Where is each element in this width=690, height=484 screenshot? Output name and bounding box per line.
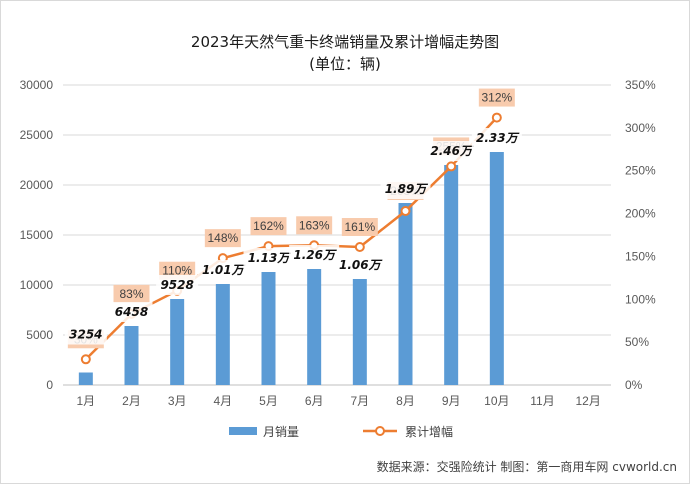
bar bbox=[261, 272, 276, 385]
line-point bbox=[354, 242, 365, 252]
x-tick-label: 7月 bbox=[350, 394, 369, 408]
bar bbox=[398, 203, 413, 385]
right-tick-label: 350% bbox=[625, 78, 656, 92]
x-tick-label: 4月 bbox=[213, 394, 232, 408]
pct-label: 83% bbox=[119, 287, 143, 301]
value-label-box bbox=[471, 128, 522, 148]
legend-swatch-bar bbox=[229, 427, 257, 435]
left-tick-label: 25000 bbox=[20, 128, 54, 142]
line-point bbox=[446, 161, 457, 172]
pct-label-box bbox=[296, 216, 333, 235]
bar bbox=[170, 299, 185, 385]
bar bbox=[78, 372, 93, 385]
value-label: 2.33万 bbox=[476, 131, 520, 145]
x-tick-label: 9月 bbox=[442, 394, 461, 408]
legend: 月销量 累计增幅 bbox=[229, 424, 453, 439]
bar bbox=[124, 326, 139, 385]
left-tick-label: 5000 bbox=[26, 328, 53, 342]
pct-label-box bbox=[204, 229, 241, 248]
pct-label-box bbox=[478, 88, 515, 107]
line-point bbox=[491, 112, 502, 123]
legend-swatch-marker bbox=[375, 426, 385, 436]
right-tick-label: 50% bbox=[625, 335, 649, 349]
left-tick-label: 15000 bbox=[20, 228, 54, 242]
chart-title: 2023年天然气重卡终端销量及累计增幅走势图 bbox=[191, 33, 499, 51]
line-point bbox=[80, 354, 91, 365]
pct-label-box bbox=[113, 284, 150, 303]
left-tick-label: 10000 bbox=[20, 278, 54, 292]
bar bbox=[215, 284, 230, 385]
right-tick-label: 0% bbox=[625, 378, 643, 392]
left-tick-label: 30000 bbox=[20, 78, 54, 92]
value-label: 1.01万 bbox=[202, 263, 246, 277]
value-label: 2.46万 bbox=[430, 144, 474, 158]
pct-label: 161% bbox=[344, 220, 375, 234]
value-label-box bbox=[289, 245, 340, 265]
pct-label: 163% bbox=[299, 218, 330, 232]
left-tick-label: 0 bbox=[46, 378, 53, 392]
line-point bbox=[400, 206, 411, 216]
right-tick-label: 250% bbox=[625, 164, 656, 178]
left-axis: 0 5000 10000 15000 20000 25000 30000 bbox=[20, 78, 54, 392]
value-label: 6458 bbox=[115, 305, 148, 319]
source-note: 数据来源：交强险统计 制图：第一商用车网 cvworld.cn bbox=[377, 459, 677, 474]
value-label-box bbox=[243, 248, 294, 268]
pct-label: 312% bbox=[481, 91, 512, 105]
x-tick-label: 3月 bbox=[168, 394, 187, 408]
right-tick-label: 100% bbox=[625, 292, 656, 306]
right-axis: 0% 50% 100% 150% 200% 250% 300% 350% bbox=[625, 78, 656, 392]
value-label-box bbox=[334, 255, 385, 275]
value-label: 1.26万 bbox=[293, 248, 337, 262]
value-label: 1.89万 bbox=[385, 182, 429, 196]
value-label-box bbox=[156, 275, 199, 295]
value-label: 9528 bbox=[160, 278, 193, 292]
x-tick-label: 11月 bbox=[530, 394, 554, 408]
legend-label-line: 累计增幅 bbox=[405, 424, 453, 439]
value-label-box bbox=[110, 302, 153, 322]
value-label-box bbox=[380, 179, 431, 199]
value-label: 1.06万 bbox=[339, 258, 383, 272]
pct-label-box bbox=[250, 217, 287, 236]
pct-label-box bbox=[341, 218, 378, 236]
x-tick-label: 2月 bbox=[122, 394, 141, 408]
gridlines bbox=[63, 84, 611, 386]
bar-series bbox=[78, 152, 504, 385]
value-label: 1.13万 bbox=[248, 251, 292, 265]
pct-label: 162% bbox=[253, 219, 284, 233]
value-label: 3254 bbox=[69, 328, 102, 342]
value-label-box bbox=[64, 324, 107, 345]
pct-label: 110% bbox=[162, 264, 192, 278]
left-tick-label: 20000 bbox=[20, 178, 54, 192]
bar bbox=[307, 269, 322, 385]
chart-subtitle: (单位：辆) bbox=[309, 55, 381, 73]
pct-label: 148% bbox=[207, 231, 238, 245]
bar bbox=[444, 165, 459, 385]
x-tick-label: 6月 bbox=[305, 394, 324, 408]
right-tick-label: 200% bbox=[625, 207, 656, 221]
x-tick-label: 12月 bbox=[575, 394, 600, 408]
x-tick-label: 1月 bbox=[76, 394, 95, 408]
legend-label-bar: 月销量 bbox=[263, 425, 299, 439]
x-tick-label: 5月 bbox=[259, 394, 278, 408]
data-labels: 30%83%110%148%162%163%161%203%255%312%32… bbox=[64, 88, 522, 349]
x-axis: 1月 2月 3月 4月 5月 6月 7月 8月 9月 10月 11月 12月 bbox=[76, 394, 600, 408]
x-tick-label: 10月 bbox=[484, 394, 509, 408]
right-tick-label: 150% bbox=[625, 249, 656, 263]
value-label-box bbox=[426, 141, 477, 161]
bar bbox=[489, 152, 504, 385]
right-tick-label: 300% bbox=[625, 121, 656, 135]
x-tick-label: 8月 bbox=[396, 394, 415, 408]
bar bbox=[352, 279, 367, 385]
value-label-box bbox=[197, 260, 248, 280]
